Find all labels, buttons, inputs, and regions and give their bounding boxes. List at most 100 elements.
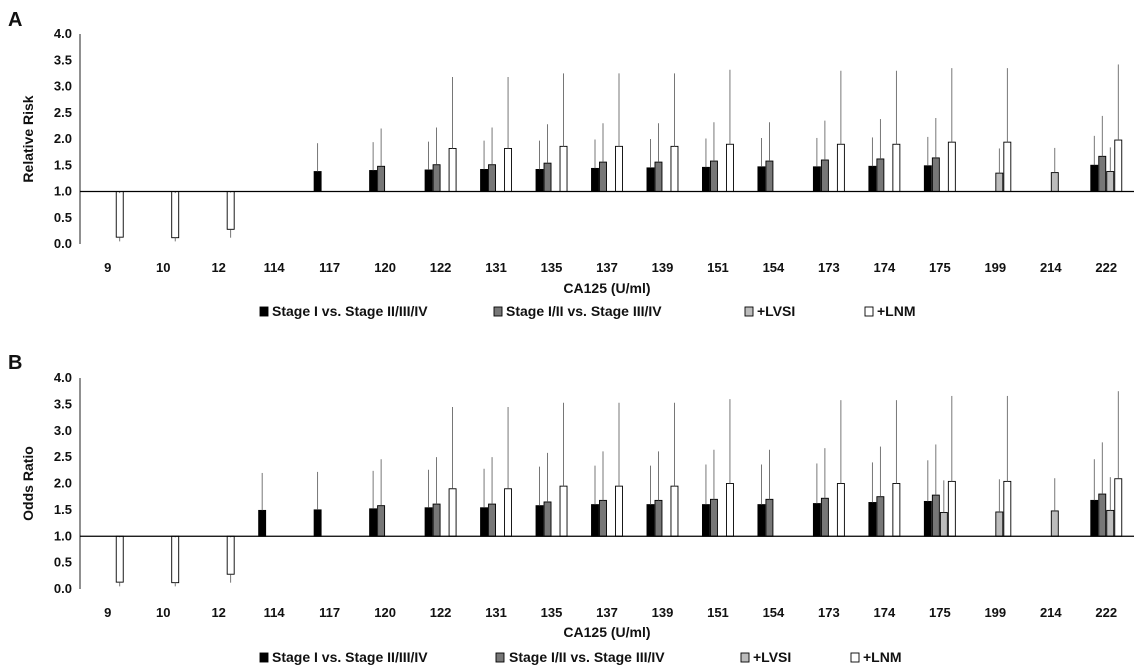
bar	[812, 166, 821, 192]
bar	[313, 509, 322, 537]
x-tick-label: 131	[485, 605, 507, 620]
x-tick-label: 114	[264, 260, 286, 275]
panel-letter: B	[8, 352, 22, 374]
bar	[448, 488, 457, 537]
bar	[1003, 141, 1012, 192]
x-tick-label: 135	[541, 605, 563, 620]
bar	[725, 143, 734, 192]
bar	[377, 165, 386, 192]
bar	[591, 167, 599, 192]
bar	[923, 500, 932, 537]
bar	[892, 143, 901, 192]
y-tick-label: 2.0	[54, 131, 72, 146]
y-tick-label: 1.5	[54, 157, 72, 172]
bar	[947, 141, 956, 192]
y-tick-label: 4.0	[54, 370, 72, 385]
y-tick-label: 4.0	[54, 26, 72, 41]
bar	[258, 509, 267, 537]
x-tick-label: 151	[707, 605, 729, 620]
bar	[226, 191, 235, 230]
bar	[939, 512, 948, 537]
bar	[599, 161, 607, 192]
bar	[480, 168, 489, 192]
bar	[923, 165, 932, 192]
legend-label: +LNM	[863, 649, 902, 665]
legend-label: Stage I/II vs. Stage III/IV	[506, 303, 662, 319]
y-tick-label: 1.0	[54, 184, 72, 199]
bar	[171, 535, 180, 584]
bar	[543, 162, 552, 192]
legend-label: +LVSI	[753, 649, 791, 665]
legend-swatch	[493, 306, 503, 317]
bar	[115, 191, 124, 238]
bar	[543, 501, 552, 537]
bar	[1050, 172, 1059, 192]
x-tick-label: 117	[319, 260, 340, 275]
x-tick-label: 10	[156, 260, 170, 275]
legend: Stage I vs. Stage II/III/IV Stage I/II vs…	[259, 303, 916, 319]
bar	[836, 483, 845, 537]
bar	[504, 488, 513, 537]
legend: Stage I vs. Stage II/III/IV Stage I/II vs…	[259, 649, 902, 665]
bar	[1114, 139, 1123, 192]
y-tick-label: 1.0	[54, 528, 72, 543]
bar	[504, 147, 513, 192]
error-bar-group	[119, 391, 1119, 587]
bar	[1106, 171, 1115, 192]
y-tick-label: 3.0	[54, 423, 72, 438]
bar	[369, 170, 378, 192]
bar	[599, 499, 607, 537]
bar	[812, 503, 821, 537]
y-tick-label: 2.5	[54, 105, 72, 120]
bar	[765, 160, 774, 192]
x-axis-title: CA125 (U/ml)	[563, 624, 650, 640]
legend-label: Stage I vs. Stage II/III/IV	[272, 649, 428, 665]
legend-swatch	[850, 652, 860, 663]
bar	[670, 485, 679, 537]
bar	[892, 483, 901, 537]
bar	[868, 165, 877, 192]
x-tick-label: 199	[984, 260, 1006, 275]
x-tick-label: 122	[430, 260, 452, 275]
bar	[615, 485, 623, 537]
bar	[432, 503, 441, 537]
x-tick-label: 222	[1095, 260, 1117, 275]
x-tick-label: 10	[156, 605, 170, 620]
legend-swatch	[744, 306, 754, 317]
bar	[615, 145, 623, 192]
bar	[876, 496, 885, 537]
x-tick-label: 214	[1040, 260, 1062, 275]
bar	[820, 497, 829, 537]
x-tick-label: 154	[763, 605, 785, 620]
bar	[709, 498, 718, 537]
bar	[432, 164, 441, 192]
bar	[1106, 509, 1115, 537]
bar	[1090, 164, 1099, 192]
bar	[701, 504, 710, 537]
legend-swatch	[259, 652, 269, 663]
x-tick-label: 151	[707, 260, 729, 275]
legend-swatch	[864, 306, 874, 317]
x-tick-label: 131	[485, 260, 507, 275]
x-tick-label: 173	[818, 260, 840, 275]
y-axis-title: Relative Risk	[20, 95, 36, 182]
bar	[709, 160, 718, 192]
chart-panel-b: B 0.0 0.5 1.0 1.5 2.0 2.5 3.0 3.5 4.0 9 10 12 114 117 1…	[8, 352, 1134, 665]
x-tick-label: 117	[319, 605, 340, 620]
bar	[424, 169, 433, 192]
legend-label: Stage I/II vs. Stage III/IV	[509, 649, 665, 665]
legend-swatch	[495, 652, 505, 663]
x-tick-label: 120	[374, 605, 396, 620]
bar	[876, 158, 885, 192]
bar	[1114, 478, 1123, 537]
x-tick-label: 174	[874, 605, 896, 620]
x-tick-label: 135	[541, 260, 563, 275]
bar	[670, 145, 679, 192]
bar	[765, 498, 774, 537]
bar	[654, 499, 663, 537]
x-axis-title: CA125 (U/ml)	[563, 280, 650, 296]
bar-group	[115, 139, 1123, 239]
y-tick-label: 3.5	[54, 396, 72, 411]
bar	[868, 502, 877, 537]
bar	[1098, 155, 1107, 192]
